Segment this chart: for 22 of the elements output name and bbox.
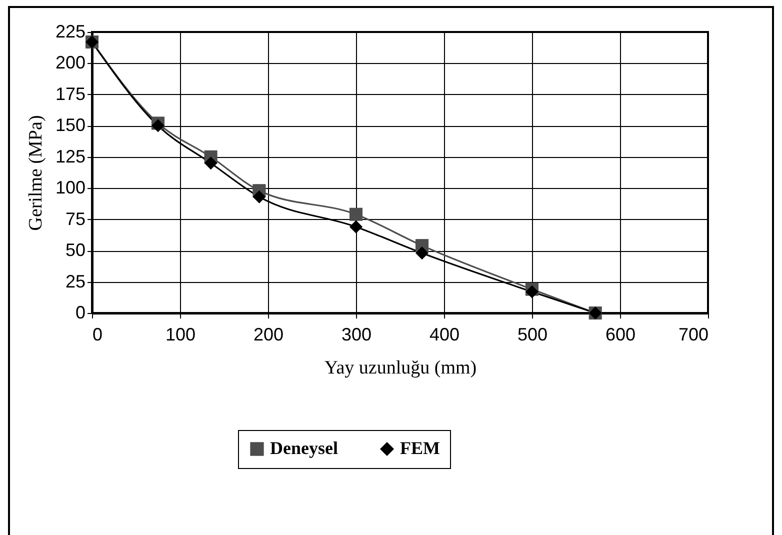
x-tick-label: 200 bbox=[253, 324, 284, 344]
legend-label: FEM bbox=[400, 438, 440, 458]
legend-label: Deneysel bbox=[270, 438, 338, 458]
x-tick-label: 700 bbox=[678, 324, 708, 344]
x-tick-label: 0 bbox=[92, 324, 103, 344]
y-tick-label: 175 bbox=[55, 84, 86, 104]
x-tick-label: 500 bbox=[517, 324, 548, 344]
x-tick-label: 100 bbox=[165, 324, 196, 344]
x-tick-label: 400 bbox=[429, 324, 460, 344]
y-tick-label: 50 bbox=[65, 240, 86, 260]
y-tick-label: 100 bbox=[55, 178, 86, 198]
y-axis-title: Gerilme (MPa) bbox=[25, 115, 46, 231]
y-tick-label: 200 bbox=[55, 52, 86, 73]
y-tick-label: 125 bbox=[55, 146, 86, 166]
y-tick-label: 25 bbox=[65, 271, 86, 292]
x-tick-label: 600 bbox=[605, 324, 636, 344]
y-tick-label: 225 bbox=[55, 22, 86, 42]
x-axis-title: Yay uzunluğu (mm) bbox=[324, 358, 477, 378]
y-tick-label: 0 bbox=[75, 302, 86, 322]
x-tick-label: 300 bbox=[341, 324, 372, 344]
y-tick-label: 75 bbox=[65, 208, 86, 229]
y-tick-label: 150 bbox=[55, 115, 86, 136]
